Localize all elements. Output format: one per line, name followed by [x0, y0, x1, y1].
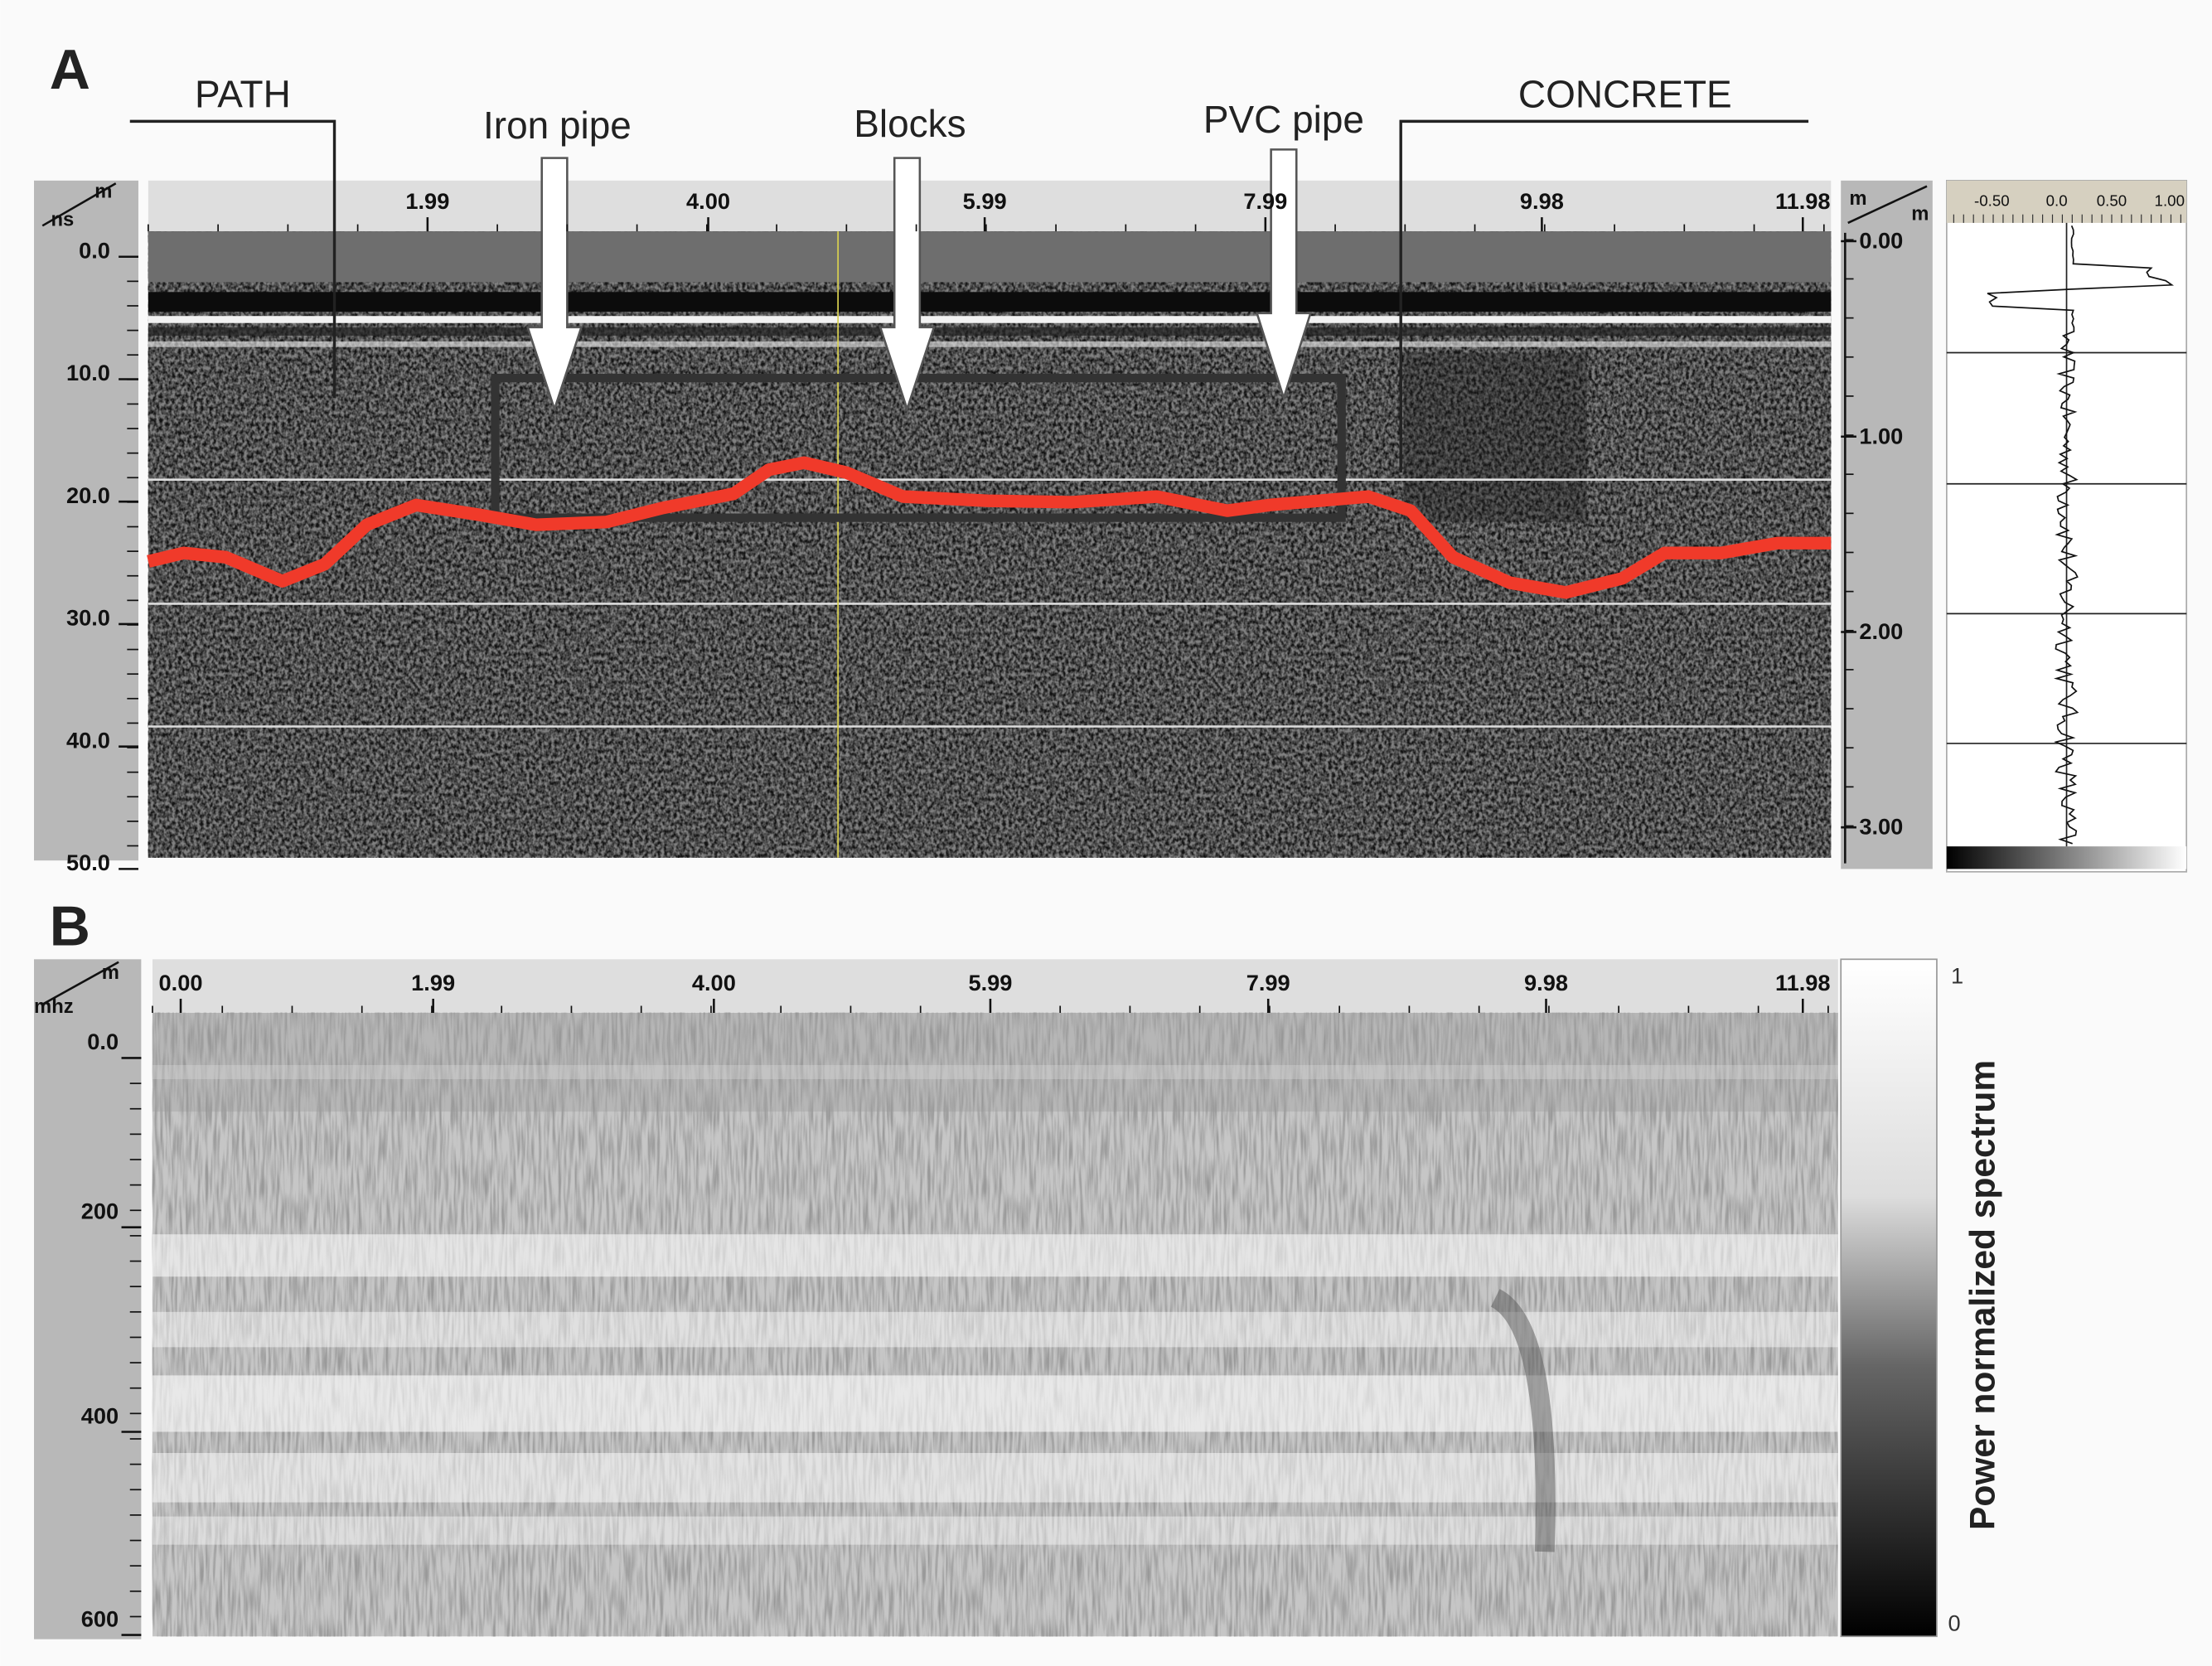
- radargram: [148, 231, 1832, 858]
- y-tick-label: 0.0: [87, 1029, 119, 1054]
- x-unit: m: [102, 961, 119, 984]
- colorbar: [1840, 958, 1938, 1638]
- y-tick-label: 200: [81, 1198, 119, 1223]
- y-tick-label: 0.0: [79, 237, 110, 263]
- x-tick-label: 11.98: [1775, 970, 1831, 995]
- axis-corner: [1847, 185, 1928, 225]
- depth-unit: m: [1911, 203, 1929, 225]
- trace-tick-label: -0.50: [1974, 191, 2010, 209]
- y-axis-panel: [34, 959, 142, 1639]
- colorbar-title: Power normalized spectrum: [1963, 1060, 2003, 1530]
- colorbar-max: 1: [1951, 962, 1963, 988]
- y-tick-label: 20.0: [66, 482, 110, 508]
- depth-tick-label: 2.00: [1859, 618, 1903, 644]
- y-tick-label: 10.0: [66, 360, 110, 385]
- x-tick-label: 7.99: [1243, 188, 1287, 214]
- x-tick-label: 9.98: [1524, 970, 1568, 995]
- x-tick-label: 4.00: [686, 188, 730, 214]
- depth-tick-label: 0.00: [1859, 228, 1903, 254]
- y-tick-label: 400: [81, 1402, 119, 1428]
- x-tick-label: 7.99: [1246, 970, 1290, 995]
- x-tick-label: 11.98: [1775, 188, 1831, 214]
- depth-unit: m: [1849, 187, 1866, 210]
- depth-tick-label: 3.00: [1859, 814, 1903, 840]
- trace-ruler: [1946, 180, 2187, 223]
- y-tick-label: 50.0: [66, 850, 110, 875]
- annotation: Blocks: [854, 102, 966, 145]
- trace-colorbar: [1946, 846, 2187, 869]
- trace-signal: [1987, 225, 2175, 845]
- x-tick-label: 5.99: [968, 970, 1012, 995]
- axis-corner: [41, 961, 119, 1005]
- y-axis-panel: [34, 180, 138, 861]
- panel-label: A: [50, 38, 90, 101]
- annotation: CONCRETE: [1518, 72, 1732, 115]
- x-tick-label: 5.99: [963, 188, 1007, 214]
- x-tick-label: 0.00: [159, 970, 203, 995]
- y-tick-label: 30.0: [66, 605, 110, 631]
- x-tick-label: 9.98: [1520, 188, 1564, 214]
- trace-tick-label: 0.50: [2097, 191, 2127, 209]
- annotation: Iron pipe: [483, 104, 632, 147]
- y-unit: mhz: [34, 995, 74, 1018]
- y-tick-label: 600: [81, 1605, 119, 1631]
- x-tick-label: 1.99: [411, 970, 455, 995]
- panel-label: B: [50, 894, 90, 957]
- axis-corner: [41, 182, 117, 227]
- axes: 1.99 4.00 5.99 7.99 9.98 11.980.010.020.030.0…: [66, 188, 2187, 1636]
- depth-tick-label: 1.00: [1859, 423, 1903, 448]
- annotation: PATH: [195, 72, 291, 115]
- x-unit: m: [94, 180, 112, 202]
- spectrogram: [152, 1012, 1838, 1637]
- interface-trace: [147, 456, 1832, 599]
- colorbar-min: 0: [1948, 1610, 1961, 1635]
- leader-lines: [129, 119, 1809, 473]
- y-unit: ns: [51, 208, 74, 230]
- trace-tick-label: 0.0: [2046, 191, 2068, 209]
- x-ruler: [148, 180, 1832, 232]
- depth-axis-panel: [1841, 180, 1933, 869]
- arrows: [525, 148, 1313, 413]
- annotation: PVC pipe: [1203, 98, 1364, 141]
- trace-tick-label: 1.00: [2155, 191, 2185, 209]
- highlight-box: [491, 374, 1346, 522]
- x-tick-label: 4.00: [692, 970, 736, 995]
- y-tick-label: 40.0: [66, 727, 110, 753]
- x-tick-label: 1.99: [405, 188, 449, 214]
